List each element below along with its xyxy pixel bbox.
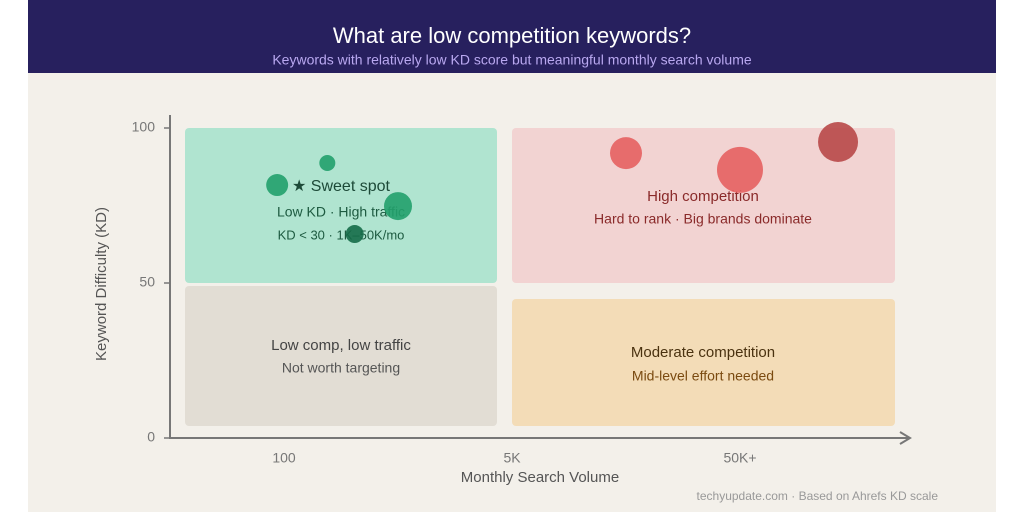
y-tick-label: 0 [147, 429, 155, 445]
quadrant [185, 286, 497, 426]
x-tick-label: 5K [503, 450, 521, 466]
quadrant [512, 299, 895, 426]
footnote: techyupdate.com · Based on Ahrefs KD sca… [697, 489, 939, 503]
quadrant-text: Not worth targeting [282, 360, 400, 376]
quadrant [512, 128, 895, 283]
quadrant-title: Low comp, low traffic [271, 337, 411, 354]
x-tick-label: 50K+ [723, 450, 756, 466]
quadrant-text: Low KD · High traffic [277, 204, 405, 220]
bubble [266, 174, 289, 197]
quadrant-title: ★ Sweet spot [292, 178, 391, 195]
bubble [384, 192, 412, 221]
bubble [717, 146, 763, 193]
quadrant-text: Mid-level effort needed [632, 368, 774, 384]
x-tick-label: 100 [272, 450, 296, 466]
axis-arrow [899, 431, 912, 445]
quadrant-title: Moderate competition [631, 344, 775, 361]
bubble [319, 155, 336, 172]
quadrant-text: Hard to rank · Big brands dominate [594, 211, 812, 227]
bubble [610, 137, 642, 170]
bubble [818, 121, 859, 162]
x-axis-label: Monthly Search Volume [461, 469, 619, 486]
y-tick-label: 50 [139, 274, 155, 290]
header [28, 0, 996, 73]
y-axis-label: Keyword Difficulty (KD) [93, 207, 110, 361]
y-tick-label: 100 [132, 119, 156, 135]
chart-title: What are low competition keywords? [333, 23, 691, 48]
quadrant-text: KD < 30 · 1K–50K/mo [278, 227, 405, 242]
bubble [345, 225, 364, 244]
quadrant-title: High competition [647, 188, 759, 205]
chart-subtitle: Keywords with relatively low KD score bu… [272, 52, 752, 68]
quadrant [185, 128, 497, 283]
